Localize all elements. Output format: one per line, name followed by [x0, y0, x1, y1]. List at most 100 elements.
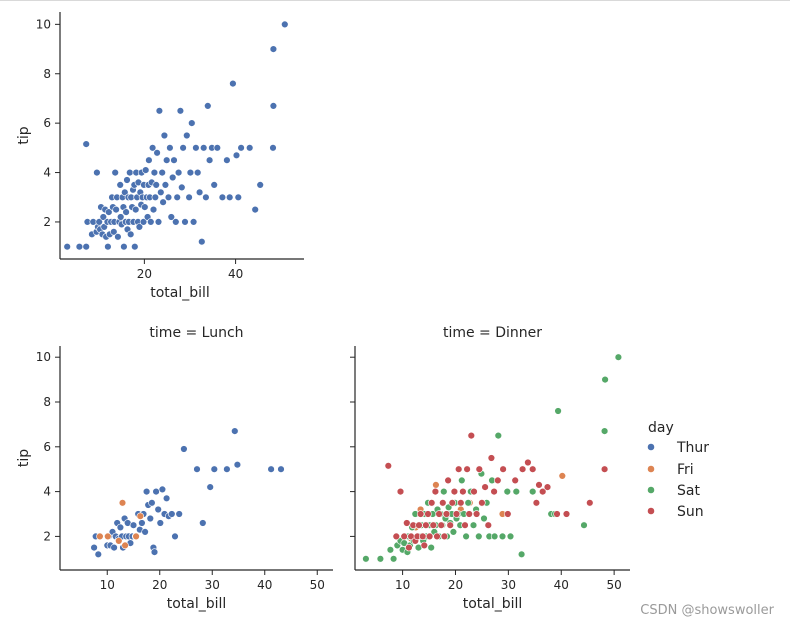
x-tick-label: 30 — [501, 578, 516, 592]
scatter-point-thur — [142, 487, 151, 496]
scatter-point-all — [200, 144, 208, 152]
scatter-point-all — [158, 168, 166, 177]
scatter-point-sun — [392, 532, 400, 541]
scatter-point-all — [164, 193, 173, 202]
scatter-point-all — [163, 156, 171, 164]
scatter-point-all — [186, 168, 195, 177]
scatter-point-sun — [428, 499, 436, 507]
scatter-point-all — [174, 168, 183, 177]
scatter-point-fri — [432, 481, 440, 489]
scatter-point-sat — [449, 528, 458, 536]
scatter-point-all — [126, 168, 134, 177]
scatter-point-sun — [481, 483, 489, 491]
x-axis-label: total_bill — [463, 596, 523, 612]
scatter-point-sun — [532, 499, 541, 507]
scatter-point-thur — [129, 521, 138, 529]
scatter-point-all — [170, 156, 178, 164]
scatter-point-all — [179, 144, 187, 152]
scatter-point-fri — [132, 532, 140, 541]
y-tick-label: 8 — [43, 67, 51, 81]
scatter-point-fri — [121, 541, 129, 550]
scatter-point-all — [116, 181, 124, 189]
scatter-point-all — [123, 176, 131, 184]
scatter-point-sun — [435, 510, 443, 518]
scatter-point-all — [131, 243, 139, 251]
scatter-point-all — [147, 218, 155, 226]
scatter-point-thur — [175, 510, 183, 518]
scatter-point-thur — [110, 543, 118, 552]
scatter-point-sun — [470, 487, 478, 496]
scatter-point-sun — [463, 465, 471, 473]
scatter-point-all — [269, 102, 278, 110]
legend-marker-fri — [647, 465, 655, 473]
scatter-point-sun — [437, 521, 445, 529]
x-tick-label: 10 — [395, 578, 410, 592]
scatter-point-all — [195, 188, 204, 197]
scatter-point-sun — [439, 499, 447, 507]
y-tick-label: 6 — [43, 116, 51, 130]
scatter-point-all — [269, 45, 278, 53]
scatter-point-all — [181, 218, 189, 226]
scatter-point-all — [160, 131, 169, 140]
legend-marker-sun — [647, 507, 655, 515]
scatter-point-all — [205, 156, 214, 164]
scatter-point-all — [188, 119, 196, 127]
scatter-point-thur — [162, 494, 171, 502]
scatter-point-all — [151, 193, 160, 202]
scatter-point-all — [139, 218, 148, 226]
legend-marker-thur — [647, 443, 655, 451]
scatter-point-sat — [386, 546, 395, 554]
legend-title: day — [648, 420, 674, 436]
scatter-point-all — [105, 208, 113, 216]
scatter-point-all — [169, 173, 177, 182]
scatter-point-sun — [384, 462, 392, 470]
scatter-point-all — [256, 181, 264, 189]
scatter-point-all — [153, 149, 161, 157]
scatter-point-all — [159, 198, 167, 206]
scatter-point-sun — [494, 476, 502, 485]
scatter-point-sun — [562, 510, 571, 518]
scatter-point-sun — [422, 521, 430, 529]
scatter-point-sat — [464, 499, 472, 507]
scatter-point-all — [194, 168, 202, 177]
scatter-point-sun — [420, 541, 428, 550]
scatter-point-sun — [431, 487, 440, 496]
scatter-point-sat — [498, 532, 507, 541]
scatter-point-all — [157, 188, 165, 197]
scatter-point-all — [176, 107, 185, 115]
scatter-point-all — [251, 205, 259, 214]
scatter-point-thur — [141, 528, 149, 536]
lunch-scatter-panel: 2 4 6 8 10 10 20 30 40 50 total_bill tip time = Lunc… — [16, 325, 333, 612]
y-tick-label: 6 — [43, 440, 51, 454]
scatter-point-sun — [416, 510, 425, 518]
scatter-point-thur — [146, 514, 155, 523]
y-tick-label: 2 — [43, 529, 51, 543]
scatter-point-thur — [150, 548, 159, 556]
scatter-point-sun — [518, 465, 527, 473]
x-tick-label: 50 — [310, 578, 325, 592]
scatter-point-thur — [180, 445, 188, 453]
y-tick-label: 4 — [43, 166, 51, 180]
scatter-point-sat — [462, 532, 470, 541]
scatter-point-all — [281, 20, 289, 29]
scatter-point-fri — [115, 537, 123, 545]
scatter-point-sun — [455, 465, 463, 473]
scatter-point-sun — [511, 476, 519, 485]
scatter-point-sat — [362, 555, 370, 563]
scatter-point-all — [104, 243, 112, 251]
scatter-point-all — [232, 151, 241, 160]
scatter-point-sun — [538, 487, 547, 496]
x-tick-label: 10 — [100, 578, 115, 592]
y-tick-label: 10 — [36, 17, 51, 31]
scatter-point-all — [192, 144, 200, 152]
scatter-point-all — [82, 243, 90, 251]
day-legend: day Thur Fri Sat Sun — [647, 420, 709, 520]
scatter-point-sat — [458, 476, 466, 485]
scatter-point-sun — [415, 521, 423, 529]
scatter-point-all — [226, 193, 234, 202]
scatter-point-sat — [580, 521, 588, 529]
y-tick-label: 4 — [43, 485, 51, 499]
x-axis-label: total_bill — [167, 596, 227, 612]
x-tick-label: 20 — [152, 578, 167, 592]
legend-label-thur: Thur — [676, 440, 709, 456]
